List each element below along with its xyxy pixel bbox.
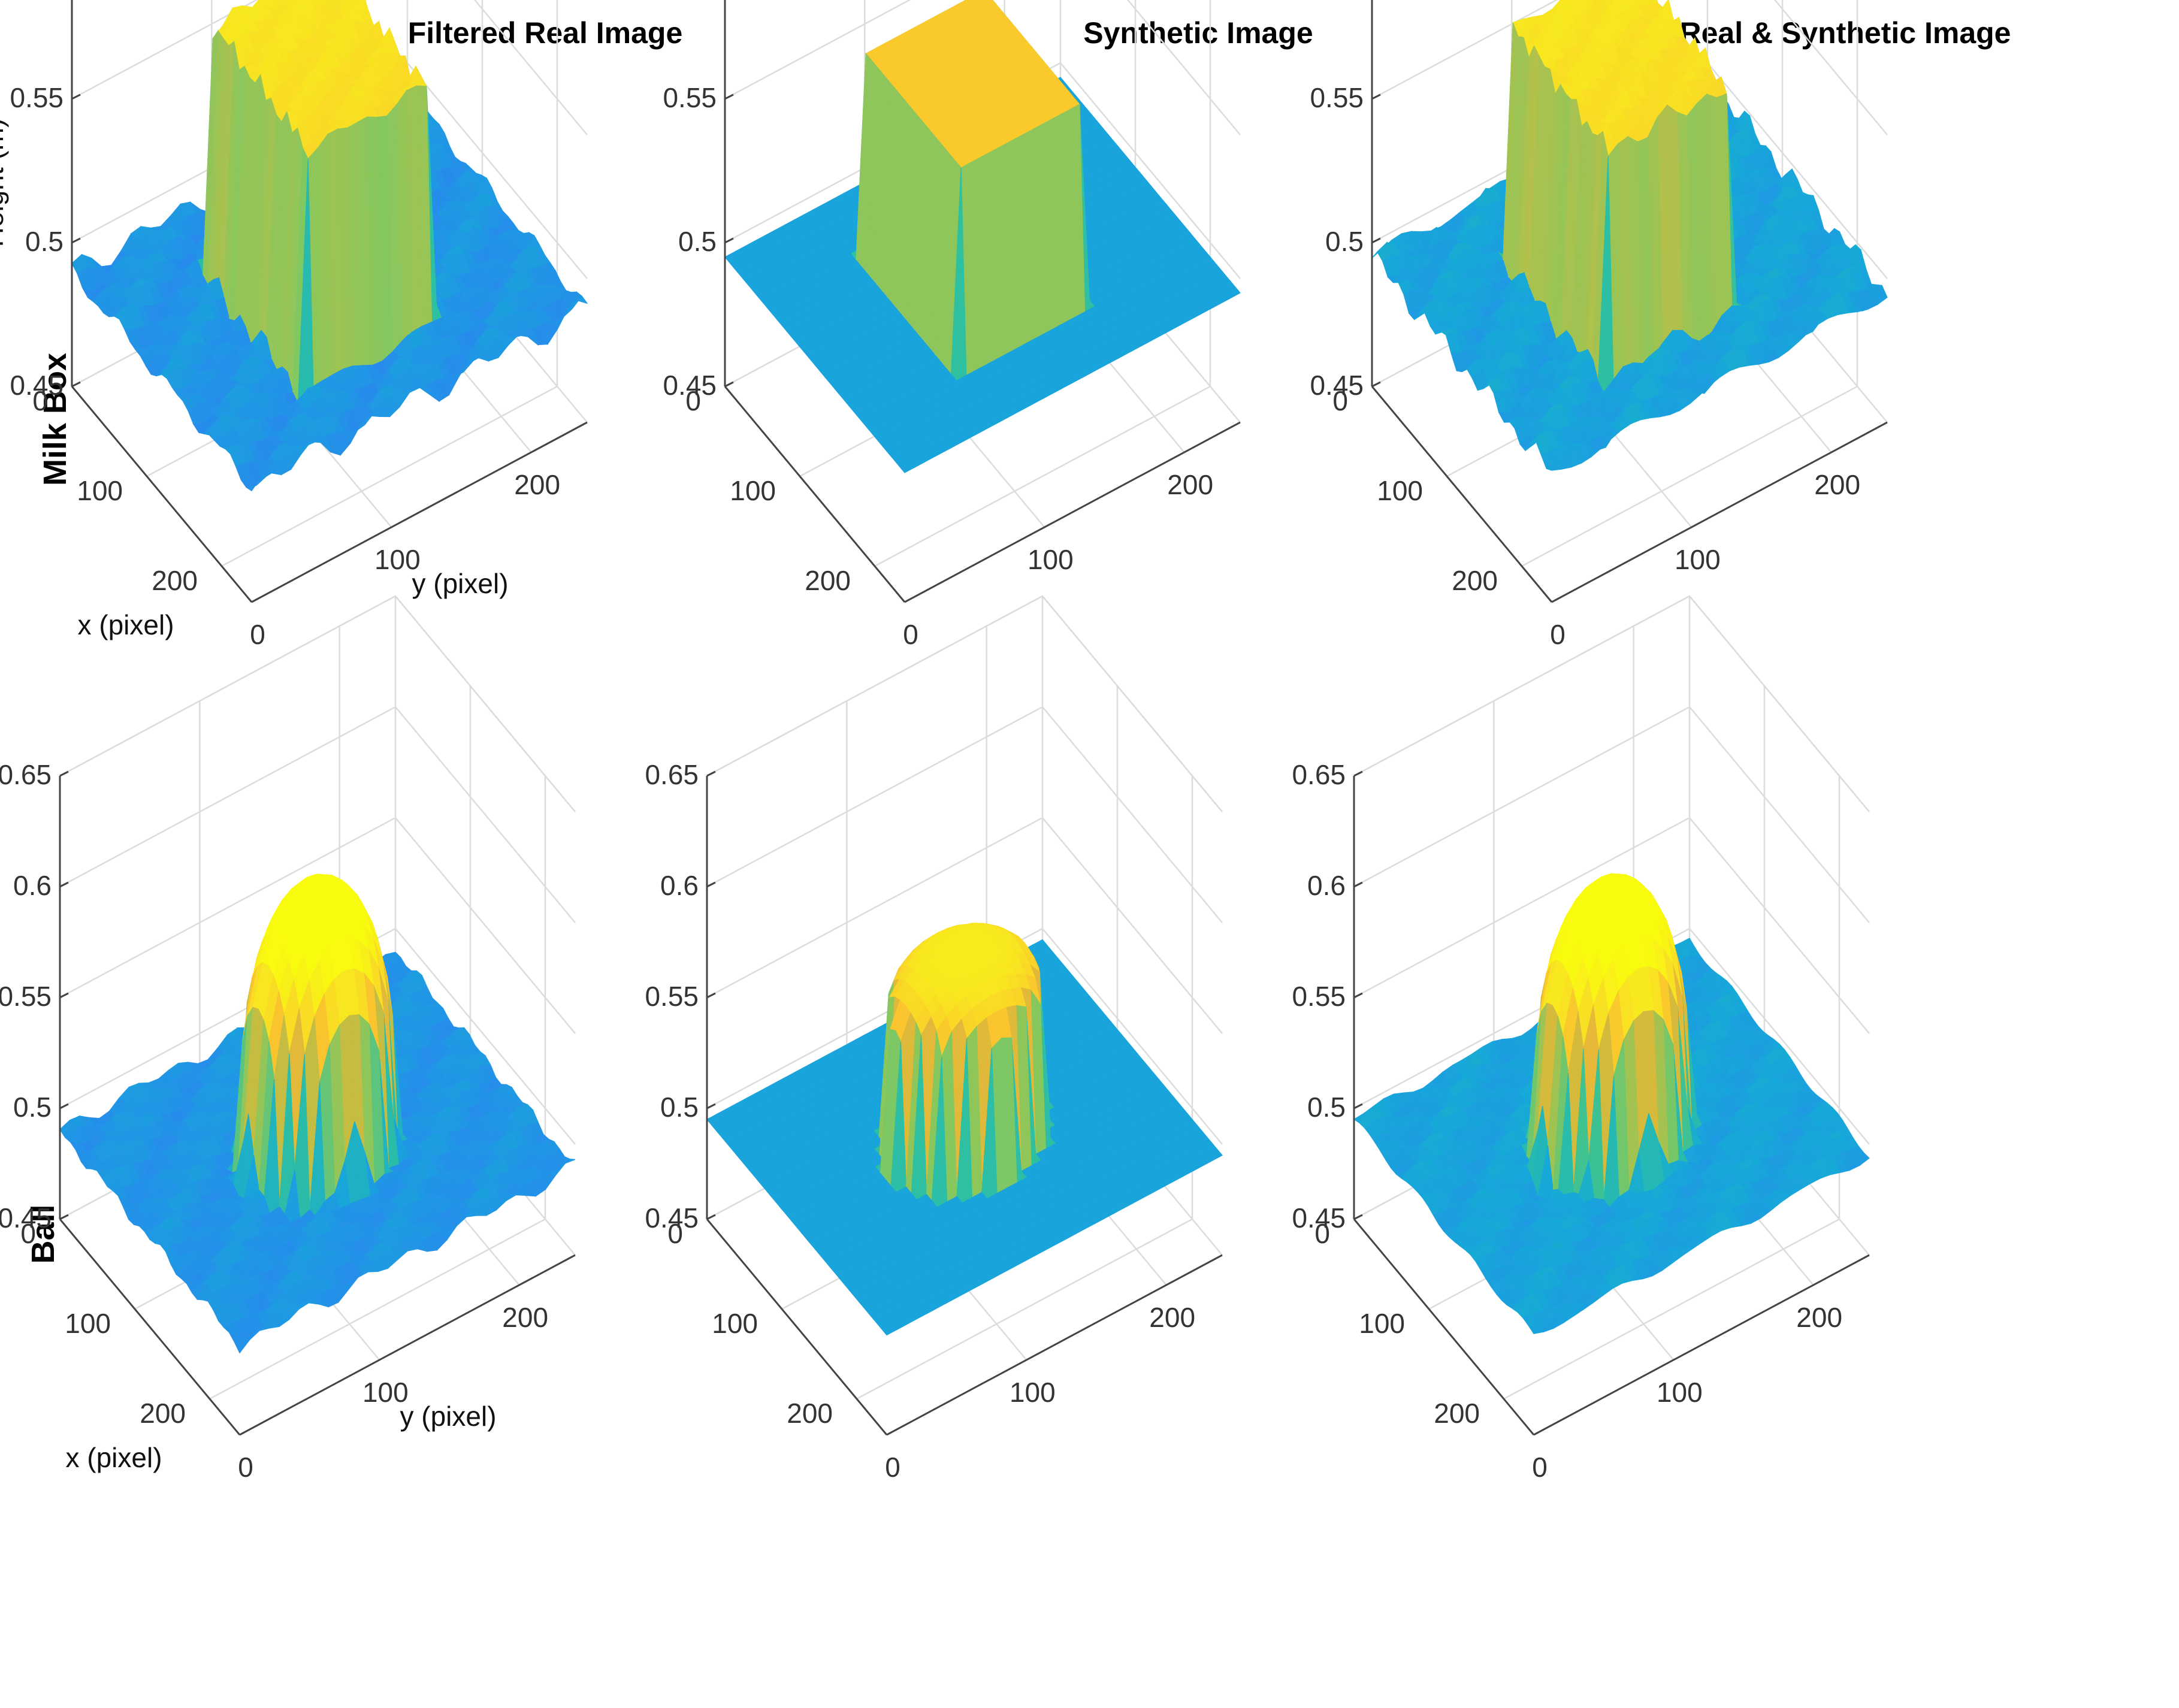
x-tick-milk-real-0: 0 xyxy=(32,385,48,416)
x-tick-ball-both-0: 0 xyxy=(1314,1218,1330,1249)
z-tick-ball-syn-3: 0.6 xyxy=(660,870,699,901)
surface-ball-syn xyxy=(706,923,1223,1336)
z-tick-ball-both-0: 0.45 xyxy=(1292,1202,1346,1234)
y-tick-milk-syn-1: 100 xyxy=(1027,544,1074,575)
y-tick-ball-real-2: 200 xyxy=(502,1302,548,1333)
z-tick-ball-syn-4: 0.65 xyxy=(645,759,699,790)
z-tick-milk-real-1: 0.5 xyxy=(25,226,64,257)
y-tick-milk-both-0: 0 xyxy=(1550,619,1566,650)
y-label-ball-real: y (pixel) xyxy=(400,1401,496,1432)
y-tick-ball-both-1: 100 xyxy=(1657,1377,1703,1408)
x-tick-ball-both-2: 200 xyxy=(1434,1398,1480,1429)
row-label-ball: Ball xyxy=(25,1204,61,1263)
x-tick-ball-real-0: 0 xyxy=(20,1218,36,1249)
y-label-milk-real: y (pixel) xyxy=(412,568,508,599)
y-tick-ball-syn-0: 0 xyxy=(885,1452,900,1483)
z-tick-ball-real-0: 0.45 xyxy=(0,1202,52,1234)
x-tick-milk-both-2: 200 xyxy=(1452,565,1498,596)
x-tick-ball-real-2: 200 xyxy=(140,1398,186,1429)
column-title-1: Filtered Real Image xyxy=(408,16,683,50)
z-tick-ball-both-4: 0.65 xyxy=(1292,759,1346,790)
z-tick-ball-real-2: 0.55 xyxy=(0,981,52,1012)
panel-milk-both: 0.450.50.550.601002000100200 xyxy=(1310,0,1888,650)
surface-ball-real xyxy=(59,873,576,1354)
panel-ball-syn: 0.45 0.5 0.55 0.6 0.65 0 100 200 0 100 200 xyxy=(645,595,1223,1483)
z-tick-ball-both-1: 0.5 xyxy=(1307,1092,1346,1123)
y-tick-milk-real-0: 0 xyxy=(250,619,265,650)
surface-ball-both xyxy=(1353,873,1870,1334)
z-tick-ball-syn-2: 0.55 xyxy=(645,981,699,1012)
axes-ball-real: 0.450.50.550.60.6501002000100200Height (… xyxy=(0,759,576,1483)
surface-milk-both xyxy=(1371,0,1888,471)
y-tick-milk-both-2: 200 xyxy=(1814,469,1860,500)
y-tick-milk-both-1: 100 xyxy=(1675,544,1721,575)
x-tick-milk-syn-0: 0 xyxy=(685,385,701,416)
z-tick-milk-real-0: 0.45 xyxy=(10,370,64,401)
z-tick-milk-syn-1: 0.5 xyxy=(678,226,717,257)
y-tick-ball-both-2: 200 xyxy=(1796,1302,1842,1333)
axes-ball-both: 0.45 0.5 0.55 0.6 0.65 0 100 200 0 100 200 xyxy=(1292,759,1870,1483)
x-tick-ball-real-1: 100 xyxy=(65,1308,111,1339)
z-tick-ball-real-3: 0.6 xyxy=(13,870,52,901)
surface-milk-real xyxy=(71,0,588,492)
panel-ball-both: 0.45 0.5 0.55 0.6 0.65 0 100 200 0 100 200 xyxy=(1292,595,1870,1483)
y-tick-ball-syn-1: 100 xyxy=(1010,1377,1056,1408)
z-label-milk-real: Height (m) xyxy=(0,119,9,247)
axes-milk-syn: 0.450.50.550.601002000100200 xyxy=(663,0,1241,650)
z-tick-ball-real-4: 0.65 xyxy=(0,759,52,790)
z-tick-ball-both-2: 0.55 xyxy=(1292,981,1346,1012)
column-title-2: Synthetic Image xyxy=(1083,16,1313,50)
x-tick-milk-syn-2: 200 xyxy=(805,565,851,596)
x-tick-milk-syn-1: 100 xyxy=(730,475,776,506)
axes-ball-syn: 0.45 0.5 0.55 0.6 0.65 0 100 200 0 100 200 xyxy=(645,759,1223,1483)
surface-milk-syn xyxy=(724,0,1241,473)
z-tick-milk-both-2: 0.55 xyxy=(1310,82,1364,113)
z-tick-milk-real-2: 0.55 xyxy=(10,82,64,113)
z-tick-ball-both-3: 0.6 xyxy=(1307,870,1346,901)
axes-milk-real: 0.450.50.550.601002000100200Height (m)x … xyxy=(0,0,588,650)
y-tick-milk-syn-0: 0 xyxy=(903,619,918,650)
y-tick-ball-syn-2: 200 xyxy=(1149,1302,1195,1333)
column-title-3: Real & Synthetic Image xyxy=(1680,16,2011,50)
x-tick-ball-syn-2: 200 xyxy=(787,1398,833,1429)
y-tick-ball-real-0: 0 xyxy=(238,1452,253,1483)
x-label-ball-real: x (pixel) xyxy=(65,1442,162,1473)
axes-milk-both: 0.450.50.550.601002000100200 xyxy=(1310,0,1888,650)
x-tick-milk-both-1: 100 xyxy=(1377,475,1423,506)
x-label-milk-real: x (pixel) xyxy=(77,609,174,640)
x-tick-milk-both-0: 0 xyxy=(1332,385,1348,416)
z-tick-milk-both-0: 0.45 xyxy=(1310,370,1364,401)
x-tick-ball-both-1: 100 xyxy=(1359,1308,1405,1339)
z-tick-ball-syn-0: 0.45 xyxy=(645,1202,699,1234)
y-tick-ball-real-1: 100 xyxy=(362,1377,409,1408)
y-tick-ball-both-0: 0 xyxy=(1532,1452,1548,1483)
x-tick-ball-syn-1: 100 xyxy=(712,1308,758,1339)
x-tick-milk-real-2: 200 xyxy=(152,565,198,596)
y-tick-milk-syn-2: 200 xyxy=(1167,469,1213,500)
row-label-milk-box: Milk Box xyxy=(37,353,73,486)
panel-milk-real: 0.450.50.550.601002000100200Height (m)x … xyxy=(0,0,588,650)
z-tick-milk-both-1: 0.5 xyxy=(1325,226,1364,257)
z-tick-ball-real-1: 0.5 xyxy=(13,1092,52,1123)
z-tick-milk-syn-2: 0.55 xyxy=(663,82,717,113)
y-tick-milk-real-2: 200 xyxy=(514,469,560,500)
y-tick-milk-real-1: 100 xyxy=(374,544,421,575)
x-tick-ball-syn-0: 0 xyxy=(667,1218,683,1249)
z-tick-milk-syn-0: 0.45 xyxy=(663,370,717,401)
z-tick-ball-syn-1: 0.5 xyxy=(660,1092,699,1123)
x-tick-milk-real-1: 100 xyxy=(77,475,123,506)
panel-milk-syn: 0.450.50.550.601002000100200 xyxy=(663,0,1241,650)
panel-ball-real: 0.450.50.550.60.6501002000100200Height (… xyxy=(0,595,576,1483)
